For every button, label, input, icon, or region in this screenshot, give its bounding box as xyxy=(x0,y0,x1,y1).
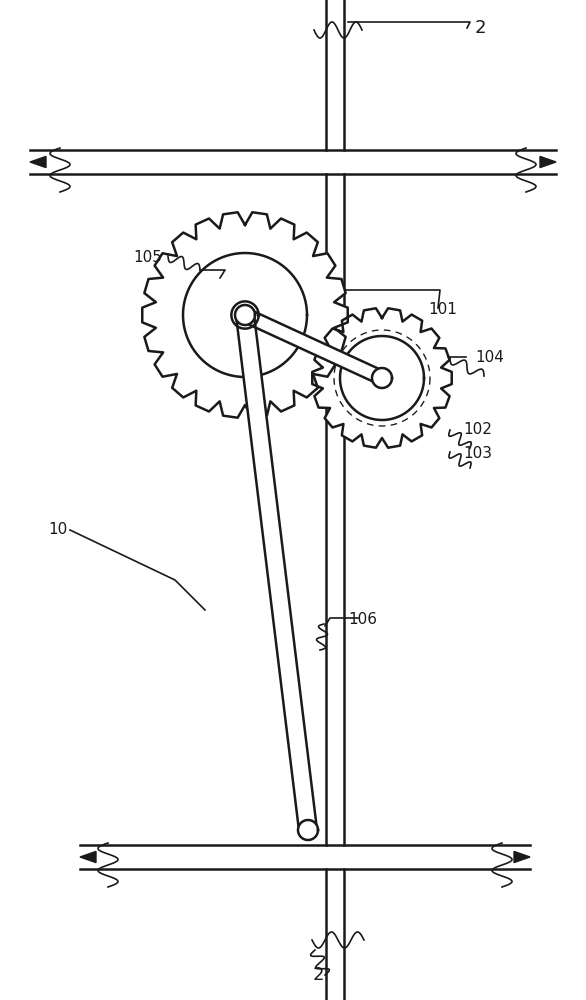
Polygon shape xyxy=(30,156,46,168)
Text: 105: 105 xyxy=(134,250,162,265)
Polygon shape xyxy=(231,301,258,329)
Polygon shape xyxy=(372,368,392,388)
Text: 102: 102 xyxy=(464,422,492,438)
Polygon shape xyxy=(312,308,452,448)
Polygon shape xyxy=(340,336,424,420)
Polygon shape xyxy=(298,820,318,840)
Polygon shape xyxy=(540,156,556,168)
Text: 2: 2 xyxy=(474,19,486,37)
Text: 106: 106 xyxy=(349,612,377,628)
Text: 104: 104 xyxy=(476,350,505,364)
Polygon shape xyxy=(235,305,255,325)
Polygon shape xyxy=(514,851,530,863)
Text: 2: 2 xyxy=(312,966,323,984)
Polygon shape xyxy=(242,309,385,384)
Polygon shape xyxy=(236,314,317,831)
Polygon shape xyxy=(183,253,307,377)
Polygon shape xyxy=(373,369,391,387)
Polygon shape xyxy=(142,212,347,418)
Text: 103: 103 xyxy=(464,446,492,460)
Text: 10: 10 xyxy=(49,522,67,538)
Text: 101: 101 xyxy=(428,302,458,318)
Polygon shape xyxy=(80,851,96,863)
